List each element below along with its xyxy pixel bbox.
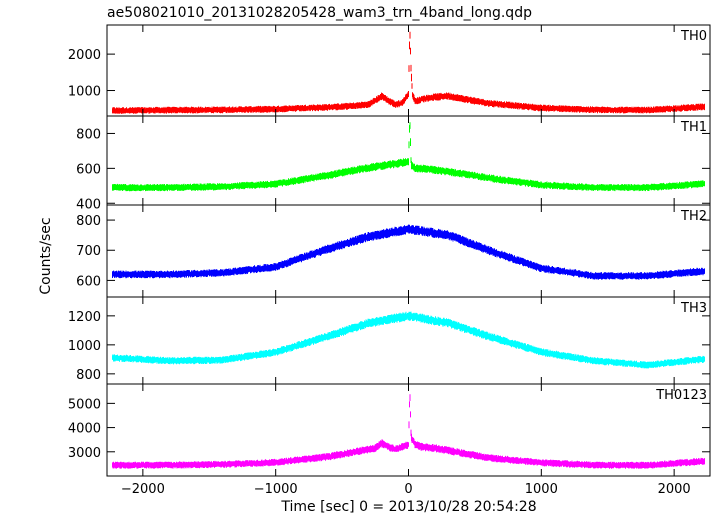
panel-label: TH0123 bbox=[655, 388, 707, 403]
panel-label: TH2 bbox=[680, 209, 707, 224]
x-tick-label: 2000 bbox=[658, 482, 691, 497]
panel-th3: 800 1000 1200 TH3 bbox=[68, 296, 711, 385]
x-tick-label: 0 bbox=[404, 482, 412, 497]
y-tick-label: 1000 bbox=[68, 85, 101, 100]
panel-label: TH0 bbox=[680, 29, 707, 44]
panel-th1: 400 600 800 TH1 bbox=[76, 115, 711, 212]
panel-frame bbox=[106, 204, 711, 298]
y-tick-label: 4000 bbox=[68, 422, 101, 437]
y-tick-label: 800 bbox=[76, 127, 101, 142]
series-line-th2 bbox=[112, 224, 705, 280]
y-tick-label: 1200 bbox=[68, 310, 101, 325]
x-tick-label: −1000 bbox=[254, 482, 298, 497]
panel-label: TH3 bbox=[680, 301, 707, 316]
panel-th0: 1000 2000 TH0 bbox=[68, 24, 711, 117]
panel-label: TH1 bbox=[680, 120, 707, 135]
y-axis-label: Counts/sec bbox=[38, 217, 54, 294]
y-tick-label: 1000 bbox=[68, 339, 101, 354]
x-axis-label: Time [sec] 0 = 2013/10/28 20:54:28 bbox=[280, 499, 536, 515]
y-tick-label: 600 bbox=[76, 274, 101, 289]
panel-frame bbox=[106, 296, 711, 385]
y-tick-label: 800 bbox=[76, 368, 101, 383]
y-tick-label: 5000 bbox=[68, 397, 101, 412]
y-tick-label: 600 bbox=[76, 162, 101, 177]
y-tick-label: 700 bbox=[76, 244, 101, 259]
y-tick-label: 3000 bbox=[68, 446, 101, 461]
series-line-th3 bbox=[112, 311, 705, 369]
y-tick-label: 400 bbox=[76, 197, 101, 212]
y-tick-label: 2000 bbox=[68, 48, 101, 63]
panel-th0123: 3000 4000 5000 TH0123 bbox=[68, 383, 711, 477]
x-tick-label: −2000 bbox=[121, 482, 165, 497]
x-axis: −2000 −1000 0 1000 2000 bbox=[121, 482, 691, 497]
series-line-th0 bbox=[112, 31, 705, 114]
y-tick-label: 800 bbox=[76, 214, 101, 229]
x-tick-label: 1000 bbox=[525, 482, 558, 497]
panel-th2: 600 700 800 TH2 bbox=[76, 204, 711, 298]
chart-title: ae508021010_20131028205428_wam3_trn_4ban… bbox=[107, 5, 532, 21]
series-line-th1 bbox=[112, 122, 705, 192]
panels-group: 1000 2000 TH0 400 600 800 TH1 600 700 800 TH2 800 10… bbox=[68, 24, 711, 477]
series-line-th0123 bbox=[112, 394, 705, 469]
